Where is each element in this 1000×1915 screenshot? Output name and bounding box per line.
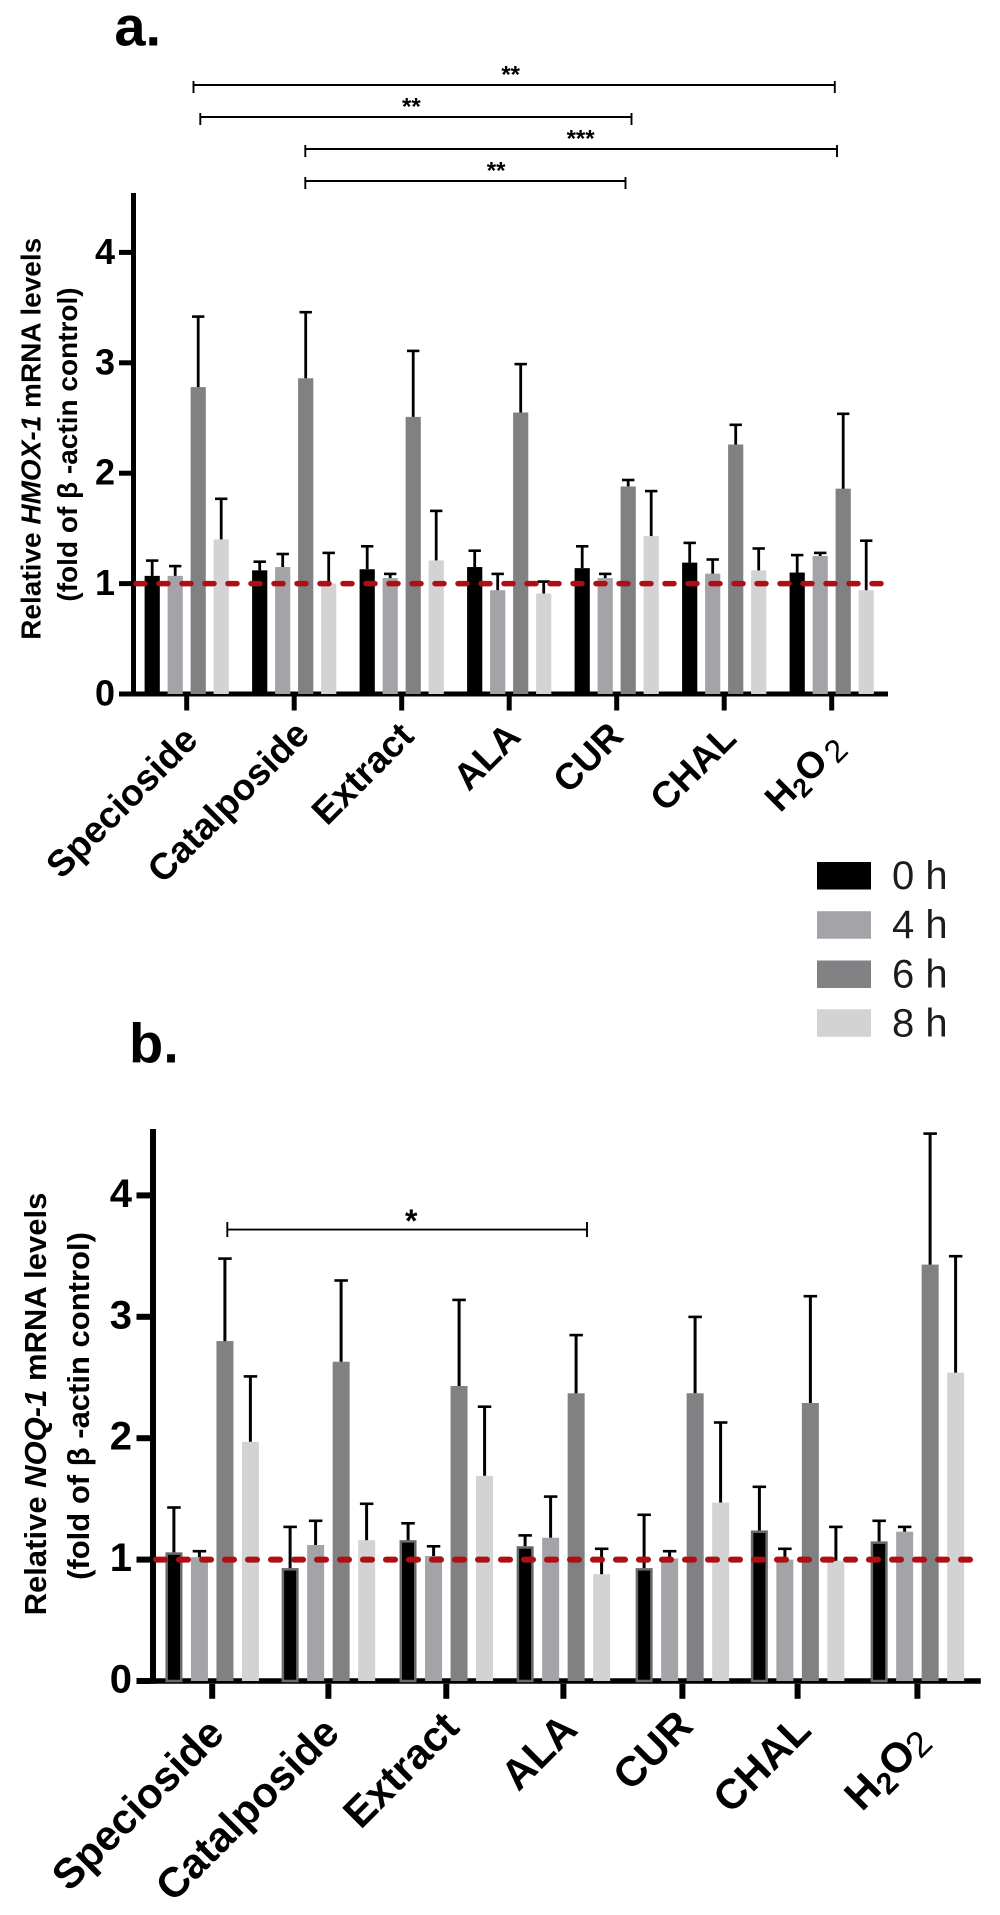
svg-text:1: 1 — [110, 1536, 132, 1580]
svg-text:b.: b. — [129, 1012, 179, 1075]
svg-text:**: ** — [501, 61, 520, 88]
svg-text:*: * — [405, 1203, 418, 1239]
svg-text:**: ** — [402, 93, 421, 120]
svg-text:**: ** — [487, 157, 506, 184]
svg-text:4: 4 — [110, 1172, 133, 1216]
svg-text:Relative HMOX-1 mRNA levels: Relative HMOX-1 mRNA levels — [16, 238, 47, 640]
svg-text:a.: a. — [114, 0, 161, 58]
svg-text:3: 3 — [95, 341, 115, 382]
svg-text:8 h: 8 h — [892, 1001, 948, 1045]
svg-text:1: 1 — [95, 562, 115, 603]
svg-text:3: 3 — [110, 1293, 132, 1337]
svg-text:(fold of β -actin control): (fold of β -actin control) — [61, 1232, 96, 1580]
svg-text:(fold of β -actin control): (fold of β -actin control) — [52, 287, 83, 601]
svg-text:***: *** — [567, 125, 596, 152]
svg-text:0: 0 — [110, 1658, 132, 1702]
svg-text:2: 2 — [110, 1415, 132, 1459]
svg-text:0: 0 — [95, 673, 115, 714]
svg-text:6 h: 6 h — [892, 953, 948, 997]
svg-text:4: 4 — [95, 231, 115, 272]
svg-text:0 h: 0 h — [892, 854, 948, 898]
svg-text:2: 2 — [95, 452, 115, 493]
svg-text:Relative NOQ-1 mRNA levels: Relative NOQ-1 mRNA levels — [18, 1193, 53, 1616]
svg-text:4 h: 4 h — [892, 903, 948, 947]
